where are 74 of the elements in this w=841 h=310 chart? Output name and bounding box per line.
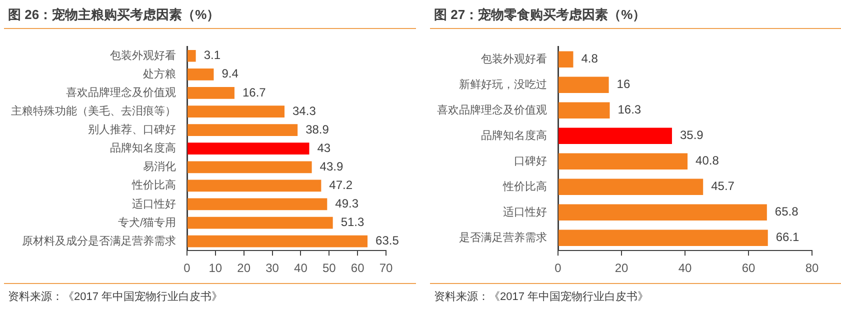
y-tick-label: 易消化 (143, 160, 176, 174)
data-label: 49.3 (335, 196, 359, 211)
bar (188, 50, 196, 62)
y-tick-label: 处方粮 (143, 67, 176, 80)
data-label: 45.7 (711, 179, 735, 194)
data-label: 16.3 (618, 102, 642, 117)
data-label: 43.9 (320, 159, 344, 174)
bar (188, 235, 368, 248)
bar (188, 87, 234, 99)
data-label: 16.7 (242, 85, 266, 100)
bar (188, 198, 328, 210)
data-label: 63.5 (376, 234, 400, 248)
y-tick-label: 适口性好 (503, 205, 547, 218)
x-tick-label: 20 (237, 261, 251, 276)
data-label: 43 (317, 140, 331, 155)
x-tick-label: 60 (350, 261, 365, 276)
bar (558, 128, 672, 144)
data-label: 16 (616, 77, 630, 92)
x-tick-label: 40 (294, 261, 308, 276)
y-tick-label: 别人推荐、口碑好 (88, 123, 176, 136)
bar (188, 216, 333, 229)
data-label: 38.9 (306, 122, 330, 136)
y-tick-label: 适口性好 (132, 197, 176, 210)
data-label: 65.8 (774, 204, 799, 219)
data-label: 66.1 (776, 230, 800, 244)
y-tick-label: 原材料及成分是否满足营养需求 (22, 234, 176, 248)
data-label: 40.8 (696, 154, 720, 168)
y-tick-label: 喜欢品牌理念及价值观 (437, 103, 547, 116)
bar (558, 178, 704, 196)
data-label: 47.2 (329, 178, 353, 192)
text: 资料来源：《2017 年中国宠物行业白皮书》 (430, 283, 841, 304)
data-label: 9.4 (222, 66, 239, 81)
bar (188, 68, 214, 80)
x-tick-label: 60 (742, 261, 756, 276)
y-tick-label: 喜欢品牌理念及价值观 (66, 86, 176, 99)
y-tick-label: 性价比高 (131, 178, 176, 192)
bar (188, 106, 285, 118)
data-label: 3.1 (204, 48, 221, 62)
chart-title: 图 27：宠物零食购买考虑因素（%） (430, 0, 841, 29)
y-tick-label: 包装外观好看 (481, 52, 547, 66)
bar (188, 142, 310, 155)
bar (558, 230, 768, 246)
text: 资料来源：《2017 年中国宠物行业白皮书》 (4, 283, 416, 304)
x-tick-label: 50 (322, 261, 336, 276)
y-tick-label: 口碑好 (514, 155, 547, 168)
bar (558, 51, 574, 68)
bar (558, 153, 688, 170)
x-tick-label: 10 (208, 261, 222, 276)
y-tick-label: 性价比高 (502, 180, 547, 193)
bar (558, 102, 610, 119)
x-tick-label: 70 (379, 261, 393, 276)
y-tick-label: 品牌知名度高 (481, 128, 547, 142)
data-label: 4.8 (581, 52, 598, 66)
data-label: 34.3 (292, 104, 316, 118)
x-tick-label: 20 (614, 261, 628, 276)
bar (188, 180, 322, 192)
x-tick-label: 0 (184, 261, 191, 276)
bar (188, 161, 312, 174)
y-tick-label: 新鲜好玩，没吃过 (459, 78, 547, 91)
bar (558, 204, 767, 221)
data-label: 35.9 (680, 128, 704, 142)
x-tick-label: 80 (805, 261, 819, 276)
x-tick-label: 40 (678, 261, 692, 276)
data-label: 51.3 (340, 215, 365, 230)
x-tick-label: 0 (554, 261, 562, 276)
y-tick-label: 品牌知名度高 (110, 142, 176, 155)
y-tick-label: 主粮特殊功能（美毛、去泪痕等） (11, 104, 176, 118)
y-tick-label: 专犬/猫专用 (118, 216, 176, 229)
y-tick-label: 是否满足营养需求 (459, 230, 547, 244)
bar (558, 76, 609, 94)
y-tick-label: 包装外观好看 (110, 48, 176, 62)
bar (188, 124, 298, 136)
chart-title: 图 26：宠物主粮购买考虑因素（%） (4, 0, 416, 29)
x-tick-label: 30 (266, 261, 280, 276)
